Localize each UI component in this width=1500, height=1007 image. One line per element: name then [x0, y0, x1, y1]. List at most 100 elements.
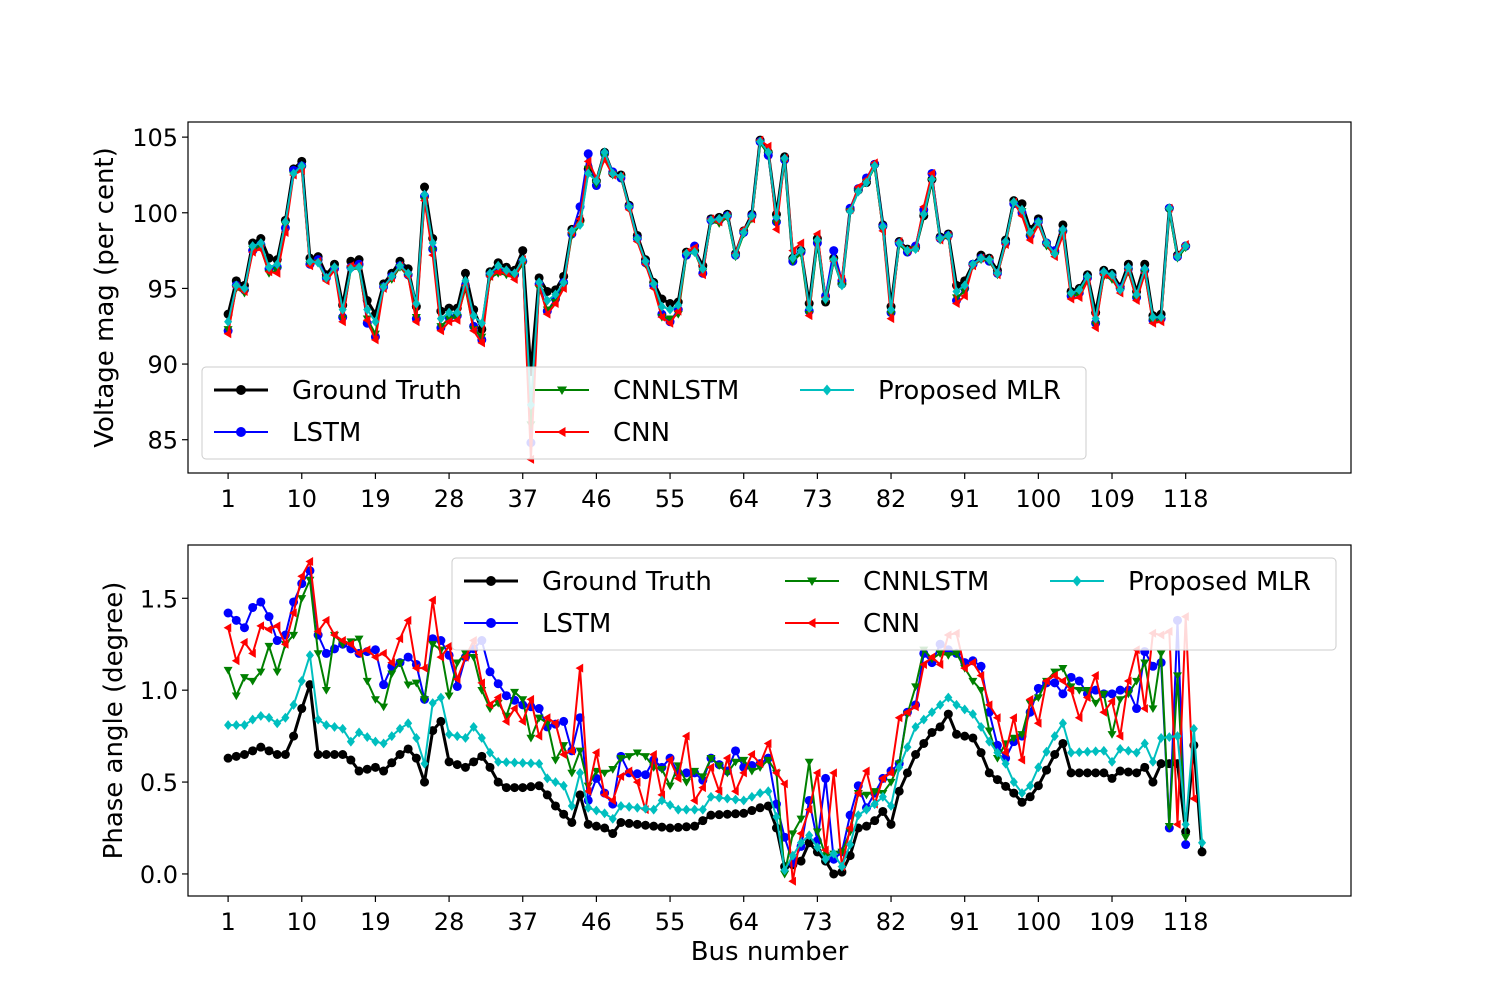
data-point-ground-truth: [935, 722, 945, 732]
data-point-proposed-mlr: [559, 780, 568, 791]
data-point-proposed-mlr: [469, 310, 478, 321]
x-tick-label: 100: [1015, 485, 1061, 513]
data-point-proposed-mlr: [273, 718, 282, 729]
data-point-proposed-mlr: [305, 256, 314, 267]
data-point-ground-truth: [886, 819, 896, 829]
data-point-proposed-mlr: [224, 316, 233, 327]
data-point-cnnlstm: [231, 692, 241, 701]
data-point-lstm: [379, 680, 389, 690]
data-point-cnn: [665, 318, 674, 328]
data-point-cnn: [1074, 293, 1083, 302]
data-point-proposed-mlr: [993, 747, 1002, 758]
data-point-proposed-mlr: [1075, 747, 1084, 758]
data-point-cnn: [1148, 318, 1157, 328]
data-point-proposed-mlr: [739, 227, 748, 238]
data-point-cnnlstm: [968, 677, 978, 686]
series-line-proposed-mlr: [227, 140, 1187, 406]
data-point-cnnlstm: [248, 677, 258, 686]
data-point-proposed-mlr: [1124, 745, 1133, 756]
data-point-cnn: [681, 731, 690, 741]
data-point-proposed-mlr: [404, 718, 413, 729]
data-point-proposed-mlr: [494, 260, 503, 271]
legend-marker-cnn: [807, 618, 816, 628]
data-point-ground-truth: [411, 753, 421, 763]
data-point-proposed-mlr: [395, 260, 405, 271]
data-point-ground-truth: [1066, 768, 1076, 778]
data-point-cnn: [755, 759, 764, 769]
data-point-proposed-mlr: [960, 704, 969, 715]
data-point-cnn: [460, 652, 469, 662]
data-point-lstm: [321, 648, 331, 658]
data-point-proposed-mlr: [240, 720, 249, 731]
data-point-cnnlstm: [1058, 664, 1068, 673]
data-point-proposed-mlr: [625, 201, 634, 212]
data-point-lstm: [1115, 685, 1125, 695]
data-point-cnnlstm: [739, 756, 749, 765]
x-tick-label: 55: [655, 485, 686, 513]
data-point-proposed-mlr: [371, 316, 380, 327]
data-point-lstm: [501, 691, 511, 701]
data-point-cnn: [1189, 794, 1198, 804]
data-point-cnn: [272, 621, 281, 631]
data-point-proposed-mlr: [911, 244, 920, 255]
data-point-ground-truth: [550, 801, 560, 811]
data-point-cnnlstm: [1099, 690, 1109, 699]
data-point-proposed-mlr: [821, 294, 830, 304]
data-point-cnn: [567, 746, 575, 756]
data-point-cnnlstm: [387, 670, 397, 679]
data-point-lstm: [1074, 676, 1084, 686]
data-point-proposed-mlr: [903, 742, 912, 753]
data-point-ground-truth: [1082, 768, 1092, 778]
data-point-ground-truth: [354, 766, 364, 776]
data-point-cnnlstm: [362, 677, 372, 686]
legend-label-cnn: CNN: [863, 609, 920, 639]
data-point-cnn: [1025, 694, 1034, 704]
data-point-ground-truth: [542, 790, 552, 800]
x-tick-label: 46: [581, 908, 612, 936]
data-point-cnnlstm: [632, 749, 642, 758]
data-point-proposed-mlr: [690, 804, 699, 815]
data-point-cnnlstm: [1009, 734, 1019, 743]
data-point-cnn: [411, 317, 420, 327]
data-point-cnnlstm: [1148, 705, 1158, 714]
data-point-proposed-mlr: [698, 263, 707, 274]
data-point-cnn: [583, 156, 592, 166]
x-tick-label: 46: [581, 485, 612, 513]
phase-angle-panel: 1 10 19 28 37 46 55 64 73 82 91 100 109 118 0.0 0.5 1.0 1…: [99, 544, 1352, 967]
data-point-cnn: [845, 823, 854, 833]
data-point-proposed-mlr: [502, 757, 511, 768]
data-point-ground-truth: [477, 751, 487, 761]
data-point-cnnlstm: [297, 595, 307, 603]
data-point-cnn: [960, 291, 968, 301]
data-point-cnn: [362, 645, 371, 655]
data-point-proposed-mlr: [829, 254, 838, 265]
data-point-ground-truth: [665, 299, 675, 309]
data-point-proposed-mlr: [510, 757, 519, 768]
data-point-cnn: [952, 299, 960, 309]
data-point-cnn: [600, 790, 608, 800]
data-point-ground-truth: [739, 808, 749, 818]
data-point-proposed-mlr: [985, 254, 994, 265]
data-point-proposed-mlr: [641, 803, 650, 814]
y-tick-label: 1.5: [140, 585, 178, 613]
data-point-ground-truth: [583, 819, 593, 829]
data-point-proposed-mlr: [453, 307, 462, 318]
y-axis-label: Voltage mag (per cent): [90, 147, 120, 448]
data-point-ground-truth: [1017, 199, 1027, 209]
data-point-proposed-mlr: [780, 153, 789, 164]
data-point-ground-truth: [338, 749, 348, 759]
data-point-cnn: [894, 713, 903, 723]
series-markers-ground-truth: [223, 680, 1207, 879]
data-point-ground-truth: [1148, 777, 1158, 787]
data-point-proposed-mlr: [559, 277, 568, 288]
data-point-proposed-mlr: [608, 168, 617, 179]
data-point-ground-truth: [395, 749, 405, 759]
data-point-cnn: [796, 238, 805, 248]
data-point-cnnlstm: [272, 668, 282, 677]
data-point-proposed-mlr: [895, 238, 904, 248]
data-point-proposed-mlr: [584, 802, 593, 813]
data-point-proposed-mlr: [543, 295, 552, 306]
data-point-cnn: [992, 713, 1001, 723]
data-point-ground-truth: [321, 749, 331, 759]
x-tick-label: 73: [802, 485, 833, 513]
